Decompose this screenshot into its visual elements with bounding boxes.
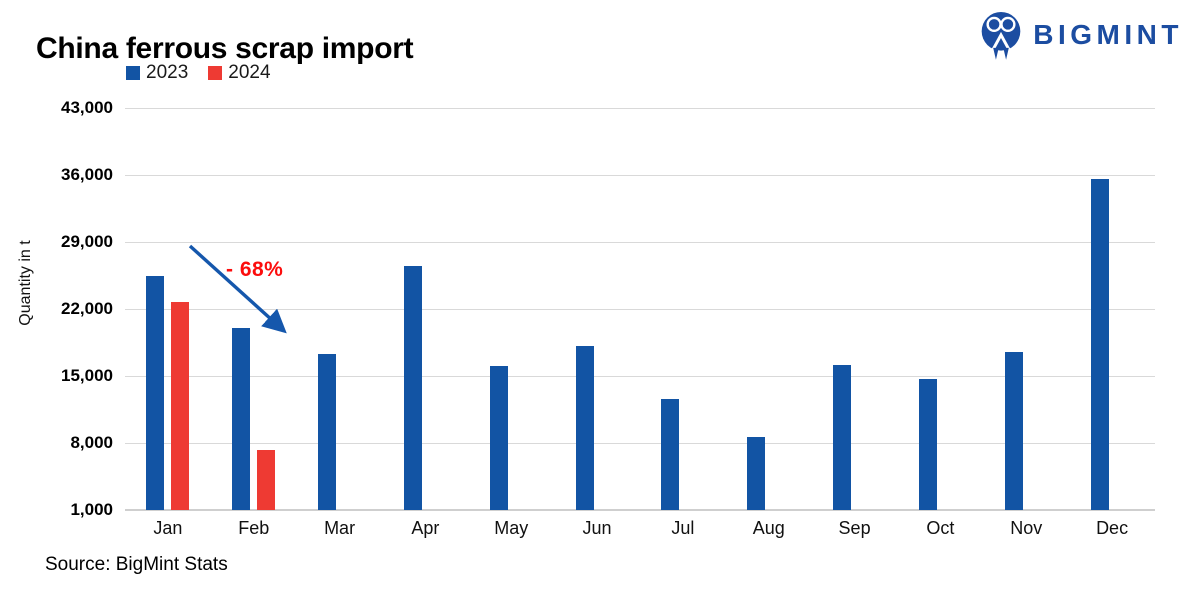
bigmint-logo-icon xyxy=(981,11,1021,60)
gridline-22000 xyxy=(125,308,1155,310)
bar-2023-dec xyxy=(1090,178,1109,510)
decline-annotation: - 68% xyxy=(226,258,284,281)
bar-2023-apr xyxy=(403,265,422,510)
x-tick-label-jul: Jul xyxy=(671,518,695,538)
bar-2023-jun xyxy=(575,346,594,510)
x-tick-label-aug: Aug xyxy=(752,518,785,538)
y-tick-label-29000: 29,000 xyxy=(61,232,113,251)
gridline-29000 xyxy=(125,241,1155,243)
y-tick-label-22000: 22,000 xyxy=(61,299,113,318)
y-tick-label-8000: 8,000 xyxy=(70,433,113,452)
plot-area xyxy=(125,107,1155,511)
x-tick-label-feb: Feb xyxy=(238,518,270,538)
bar-2023-jan xyxy=(146,276,165,510)
gridline-36000 xyxy=(125,174,1155,176)
x-tick-label-dec: Dec xyxy=(1096,518,1129,538)
x-tick-label-nov: Nov xyxy=(1010,518,1043,538)
legend-label-2024: 2024 xyxy=(228,62,271,83)
gridline-43000 xyxy=(125,107,1155,109)
legend-label-2023: 2023 xyxy=(146,62,189,83)
x-tick-label-may: May xyxy=(494,518,529,538)
bar-2023-aug xyxy=(747,437,766,510)
bar-2023-feb xyxy=(232,328,251,510)
y-axis-tick-labels: 1,000 8,000 15,000 22,000 29,000 36,000 43,000 xyxy=(0,99,113,519)
x-tick-label-oct: Oct xyxy=(926,518,955,538)
x-tick-label-jan: Jan xyxy=(153,518,183,538)
gridline-8000 xyxy=(125,442,1155,444)
bar-2024-jan xyxy=(171,302,190,510)
bar-2023-oct xyxy=(918,378,937,510)
x-tick-label-jun: Jun xyxy=(582,518,612,538)
x-tick-label-apr: Apr xyxy=(411,518,440,538)
chart-title: China ferrous scrap import xyxy=(36,32,414,66)
legend-swatch-2024 xyxy=(208,66,223,80)
bar-2023-sep xyxy=(833,365,852,510)
x-tick-label-sep: Sep xyxy=(838,518,871,538)
y-tick-label-43000: 43,000 xyxy=(61,98,113,117)
bigmint-logo-text: BIGMINT xyxy=(1033,18,1183,50)
bar-2024-feb xyxy=(257,449,276,510)
bar-2023-mar xyxy=(318,354,337,510)
gridline-1000 xyxy=(125,509,1155,511)
bar-2023-nov xyxy=(1004,352,1023,510)
gridline-15000 xyxy=(125,375,1155,377)
source-note: Source: BigMint Stats xyxy=(45,554,228,575)
y-tick-label-36000: 36,000 xyxy=(61,165,113,184)
legend-item-2024: 2024 xyxy=(208,62,271,84)
legend-swatch-2023 xyxy=(126,66,140,80)
bar-2023-jul xyxy=(661,398,680,510)
y-tick-label-15000: 15,000 xyxy=(61,366,113,385)
legend: 2023 2024 xyxy=(126,62,271,84)
x-tick-label-mar: Mar xyxy=(324,518,356,538)
y-tick-label-1000: 1,000 xyxy=(70,500,113,519)
legend-item-2023: 2023 xyxy=(126,62,188,84)
bigmint-logo: BIGMINT xyxy=(978,8,1183,61)
bar-2023-may xyxy=(489,366,508,510)
